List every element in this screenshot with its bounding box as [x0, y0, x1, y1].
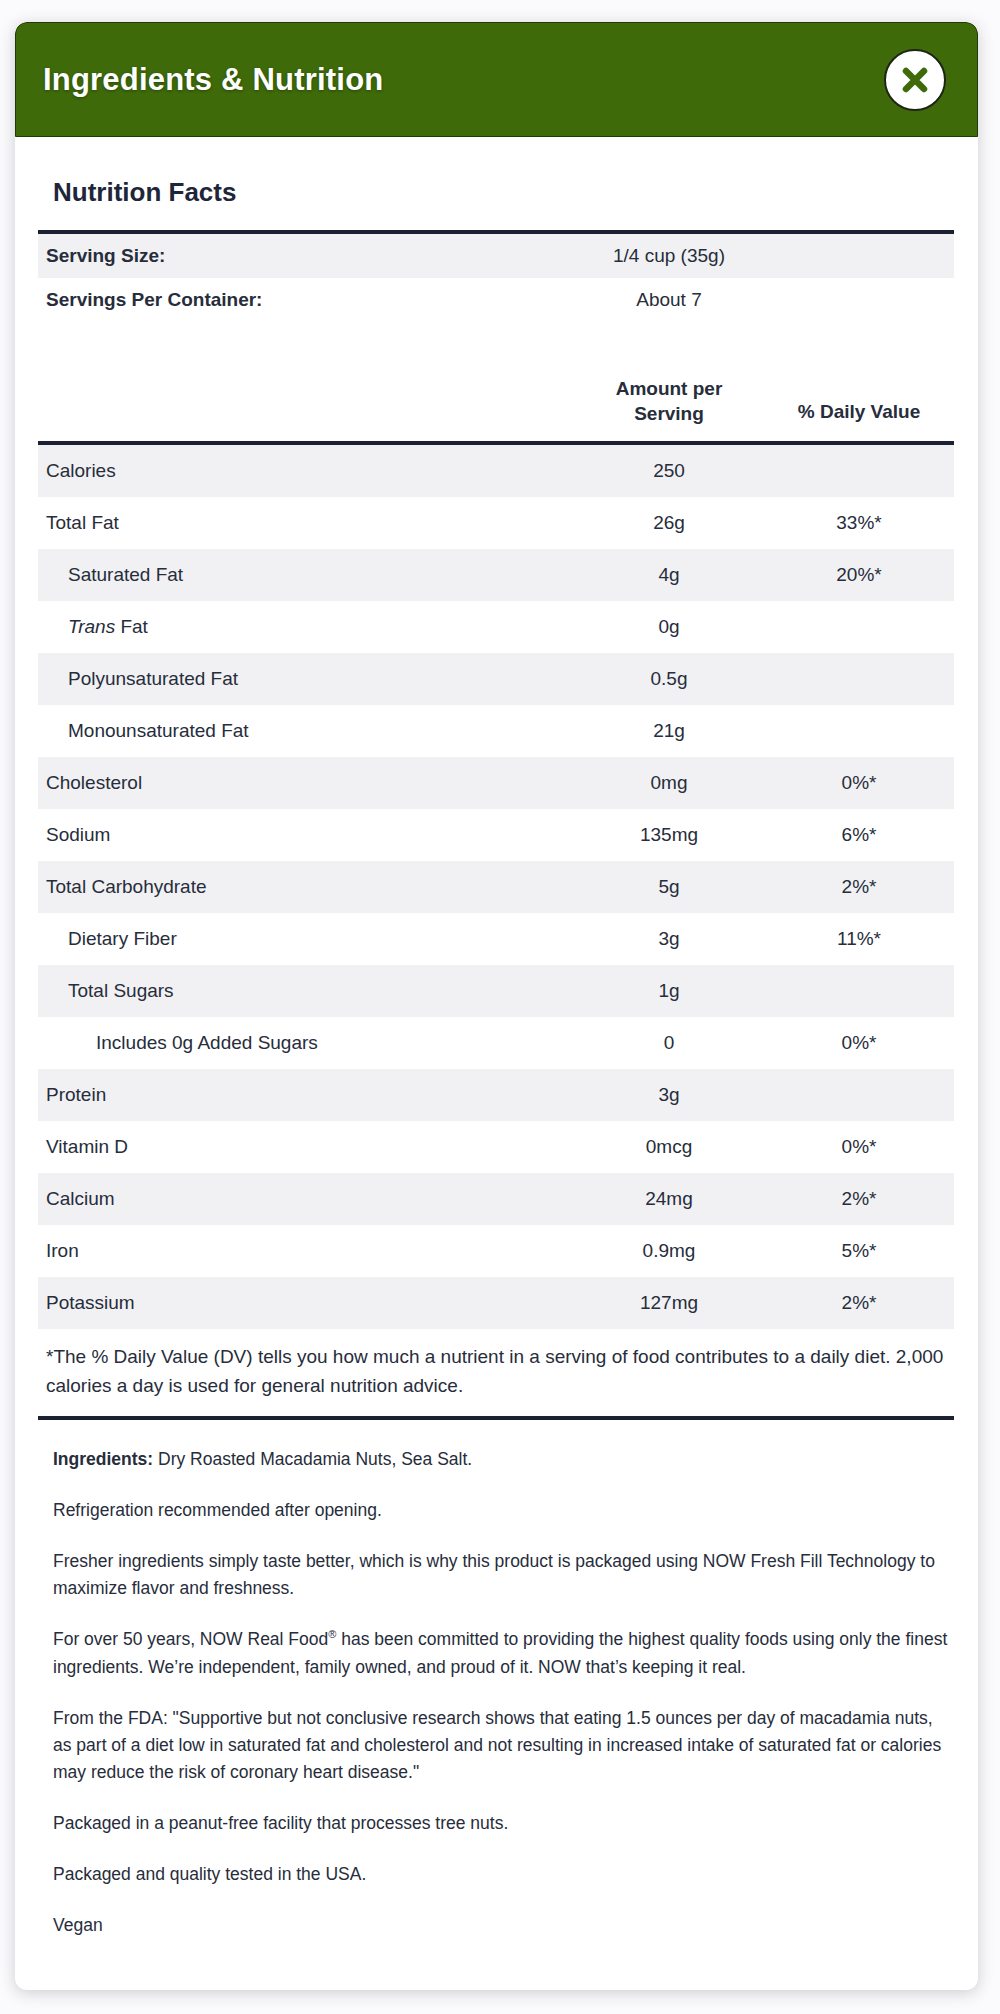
table-row: Calories250 — [38, 445, 954, 497]
nutrient-amount: 0mg — [574, 766, 764, 800]
nutrient-amount: 0.9mg — [574, 1234, 764, 1268]
table-row: Sodium135mg6%* — [38, 809, 954, 861]
nutrition-facts-table: Serving Size:1/4 cup (35g)Servings Per C… — [38, 230, 954, 1420]
modal-header: Ingredients & Nutrition — [15, 22, 978, 137]
nutrient-label: Trans Fat — [38, 610, 574, 644]
nutrient-daily-value: 11%* — [764, 922, 954, 956]
table-row: Includes 0g Added Sugars00%* — [38, 1017, 954, 1069]
nutrient-daily-value: 2%* — [764, 1182, 954, 1216]
table-row: Calcium24mg2%* — [38, 1173, 954, 1225]
nutrient-amount: 1g — [574, 974, 764, 1008]
nutrient-daily-value: 2%* — [764, 870, 954, 904]
nutrient-label: Total Sugars — [38, 974, 574, 1008]
product-details: Ingredients: Dry Roasted Macadamia Nuts,… — [38, 1446, 954, 1940]
detail-paragraph: Refrigeration recommended after opening. — [53, 1497, 950, 1524]
serving-row-label: Servings Per Container: — [38, 283, 574, 317]
nutrient-amount: 0mcg — [574, 1130, 764, 1164]
table-row: Trans Fat0g — [38, 601, 954, 653]
page-background: Ingredients & Nutrition Nutrition Facts … — [0, 0, 1000, 2014]
nutrient-label: Vitamin D — [38, 1130, 574, 1164]
nutrient-daily-value — [764, 1089, 954, 1101]
table-row: Iron0.9mg5%* — [38, 1225, 954, 1277]
close-icon — [900, 65, 930, 95]
nutrient-daily-value: 0%* — [764, 766, 954, 800]
nutrient-amount: 127mg — [574, 1286, 764, 1320]
column-header-row: Amount per Serving % Daily Value — [38, 322, 954, 445]
nutrient-label: Total Fat — [38, 506, 574, 540]
serving-row-value: About 7 — [574, 283, 764, 317]
table-row: Monounsaturated Fat21g — [38, 705, 954, 757]
daily-value-header: % Daily Value — [764, 401, 954, 441]
nutrient-amount: 5g — [574, 870, 764, 904]
nutrient-daily-value: 2%* — [764, 1286, 954, 1320]
nutrient-label: Potassium — [38, 1286, 574, 1320]
table-row: Total Carbohydrate5g2%* — [38, 861, 954, 913]
table-row: Polyunsaturated Fat0.5g — [38, 653, 954, 705]
nutrient-label: Total Carbohydrate — [38, 870, 574, 904]
nutrient-daily-value: 6%* — [764, 818, 954, 852]
nutrient-amount: 0g — [574, 610, 764, 644]
table-row: Dietary Fiber3g11%* — [38, 913, 954, 965]
table-row: Total Fat26g33%* — [38, 497, 954, 549]
detail-paragraph: Ingredients: Dry Roasted Macadamia Nuts,… — [53, 1446, 950, 1473]
detail-paragraph: Fresher ingredients simply taste better,… — [53, 1548, 950, 1602]
table-row: Total Sugars1g — [38, 965, 954, 1017]
nutrient-amount: 135mg — [574, 818, 764, 852]
nutrient-amount: 4g — [574, 558, 764, 592]
modal-title: Ingredients & Nutrition — [43, 62, 383, 98]
table-row: Cholesterol0mg0%* — [38, 757, 954, 809]
nutrient-label: Sodium — [38, 818, 574, 852]
nutrient-label: Calcium — [38, 1182, 574, 1216]
nutrient-daily-value: 20%* — [764, 558, 954, 592]
detail-paragraph: Vegan — [53, 1912, 950, 1939]
nutrient-label: Protein — [38, 1078, 574, 1112]
nutrient-amount: 3g — [574, 922, 764, 956]
nutrient-amount: 0 — [574, 1026, 764, 1060]
serving-row-label: Serving Size: — [38, 239, 574, 273]
nutrient-amount: 24mg — [574, 1182, 764, 1216]
nutrient-label: Cholesterol — [38, 766, 574, 800]
detail-paragraph: Packaged and quality tested in the USA. — [53, 1861, 950, 1888]
nutrient-label: Saturated Fat — [38, 558, 574, 592]
nutrient-daily-value — [764, 985, 954, 997]
nutrient-daily-value: 5%* — [764, 1234, 954, 1268]
nutrient-daily-value: 0%* — [764, 1130, 954, 1164]
serving-info-row: Servings Per Container:About 7 — [38, 278, 954, 322]
nutrient-daily-value: 33%* — [764, 506, 954, 540]
table-row: Saturated Fat4g20%* — [38, 549, 954, 601]
nutrient-daily-value — [764, 465, 954, 477]
close-button[interactable] — [884, 49, 946, 111]
modal-body: Nutrition Facts Serving Size:1/4 cup (35… — [15, 177, 978, 1979]
nutrient-daily-value: 0%* — [764, 1026, 954, 1060]
ingredients-nutrition-modal: Ingredients & Nutrition Nutrition Facts … — [15, 22, 978, 1990]
table-row: Vitamin D0mcg0%* — [38, 1121, 954, 1173]
nutrient-amount: 21g — [574, 714, 764, 748]
amount-per-serving-header: Amount per Serving — [603, 376, 735, 441]
nutrient-label: Includes 0g Added Sugars — [38, 1026, 574, 1060]
nutrient-daily-value — [764, 673, 954, 685]
nutrient-amount: 3g — [574, 1078, 764, 1112]
nutrient-label: Iron — [38, 1234, 574, 1268]
serving-info-section: Serving Size:1/4 cup (35g)Servings Per C… — [38, 234, 954, 322]
nutrient-rows-section: Calories250Total Fat26g33%*Saturated Fat… — [38, 445, 954, 1329]
nutrient-label: Monounsaturated Fat — [38, 714, 574, 748]
serving-info-row: Serving Size:1/4 cup (35g) — [38, 234, 954, 278]
nutrient-daily-value — [764, 621, 954, 633]
detail-paragraph: Packaged in a peanut-free facility that … — [53, 1810, 950, 1837]
nutrient-amount: 26g — [574, 506, 764, 540]
table-row: Potassium127mg2%* — [38, 1277, 954, 1329]
detail-paragraph: From the FDA: "Supportive but not conclu… — [53, 1705, 950, 1786]
nutrient-amount: 250 — [574, 454, 764, 488]
serving-row-value: 1/4 cup (35g) — [574, 239, 764, 273]
nutrient-daily-value — [764, 725, 954, 737]
nutrient-label: Polyunsaturated Fat — [38, 662, 574, 696]
nutrient-amount: 0.5g — [574, 662, 764, 696]
nutrient-label: Calories — [38, 454, 574, 488]
daily-value-footnote: *The % Daily Value (DV) tells you how mu… — [38, 1329, 954, 1420]
detail-paragraph: For over 50 years, NOW Real Food® has be… — [53, 1626, 950, 1680]
table-row: Protein3g — [38, 1069, 954, 1121]
nutrient-label: Dietary Fiber — [38, 922, 574, 956]
nutrition-facts-heading: Nutrition Facts — [53, 177, 954, 208]
